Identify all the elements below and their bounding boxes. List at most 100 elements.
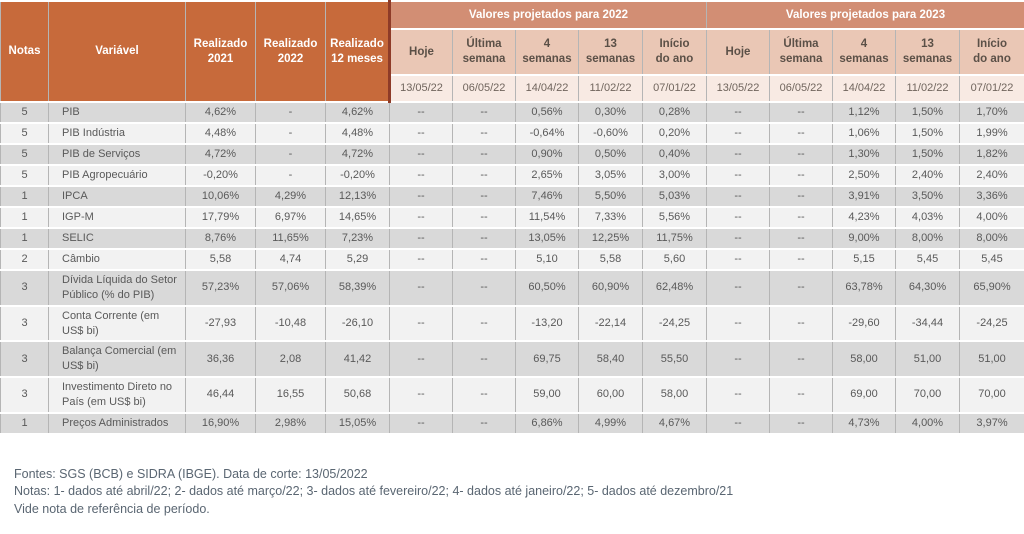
nota-cell: 1	[0, 411, 49, 435]
value-cell: -0,20%	[185, 164, 256, 187]
value-cell: 7,33%	[578, 206, 643, 229]
value-cell: 69,00	[832, 376, 896, 414]
value-cell: 4,62%	[325, 101, 390, 124]
value-cell: --	[452, 164, 516, 187]
value-cell: -	[255, 122, 326, 145]
value-cell: 62,48%	[642, 269, 707, 307]
variavel-cell: Investimento Direto no País (em US$ bi)	[48, 376, 186, 414]
value-cell: 41,42	[325, 340, 390, 379]
col-header-realizado-12m: Realizado 12 meses	[325, 0, 390, 103]
value-cell: --	[452, 206, 516, 229]
value-cell: 5,58	[185, 248, 256, 271]
value-cell: 7,46%	[515, 185, 579, 208]
value-cell: 1,50%	[895, 101, 960, 124]
variavel-cell: IPCA	[48, 185, 186, 208]
value-cell: 70,00	[958, 376, 1024, 414]
value-cell: 1,50%	[895, 143, 960, 166]
value-cell: 57,06%	[255, 269, 326, 307]
value-cell: 0,40%	[642, 143, 707, 166]
table-row: 3 Balança Comercial (em US$ bi) 36,36 2,08 4…	[0, 340, 1024, 379]
value-cell: 10,06%	[185, 185, 256, 208]
value-cell: --	[452, 411, 516, 435]
value-cell: --	[706, 164, 770, 187]
value-cell: 51,00	[895, 340, 960, 379]
variavel-cell: Dívida Líquida do Setor Público (% do PI…	[48, 269, 186, 307]
projections-table: Notas Variável Realizado 2021 Realizado …	[0, 0, 1024, 435]
value-cell: -0,60%	[578, 122, 643, 145]
section-header-2023: Valores projetados para 2023	[705, 0, 1024, 30]
value-cell: --	[769, 143, 833, 166]
value-cell: 5,45	[958, 248, 1024, 271]
value-cell: 0,20%	[642, 122, 707, 145]
value-cell: --	[769, 248, 833, 271]
value-cell: 4,73%	[832, 411, 896, 435]
value-cell: --	[389, 206, 453, 229]
value-cell: --	[769, 164, 833, 187]
value-cell: 14,65%	[325, 206, 390, 229]
value-cell: --	[452, 143, 516, 166]
footer-fontes: Fontes: SGS (BCB) e SIDRA (IBGE). Data d…	[14, 466, 368, 481]
value-cell: -	[255, 164, 326, 187]
value-cell: --	[769, 122, 833, 145]
value-cell: --	[706, 227, 770, 250]
subcol-2022-4-semanas: 4 semanas	[515, 28, 579, 76]
value-cell: 8,00%	[958, 227, 1024, 250]
value-cell: --	[706, 101, 770, 124]
header-row-dates: 13/05/22 06/05/22 14/04/22 11/02/22 07/0…	[1, 74, 1024, 103]
value-cell: 3,50%	[895, 185, 960, 208]
date-2022-4-semanas: 14/04/22	[515, 74, 579, 103]
value-cell: --	[389, 122, 453, 145]
table-header: Notas Variável Realizado 2021 Realizado …	[0, 0, 1024, 103]
variavel-cell: Preços Administrados	[48, 411, 186, 435]
value-cell: 7,23%	[325, 227, 390, 250]
value-cell: --	[769, 269, 833, 307]
table-row: 3 Conta Corrente (em US$ bi) -27,93 -10,48-…	[0, 304, 1024, 343]
value-cell: 12,25%	[578, 227, 643, 250]
value-cell: 5,03%	[642, 185, 707, 208]
value-cell: -29,60	[832, 304, 896, 343]
value-cell: --	[452, 269, 516, 307]
value-cell: 4,48%	[325, 122, 390, 145]
variavel-cell: Câmbio	[48, 248, 186, 271]
value-cell: -22,14	[578, 304, 643, 343]
value-cell: 4,99%	[578, 411, 643, 435]
value-cell: --	[389, 304, 453, 343]
value-cell: --	[769, 376, 833, 414]
footer-notas: Notas: 1- dados até abril/22; 2- dados a…	[14, 484, 734, 499]
value-cell: --	[452, 248, 516, 271]
col-header-notas: Notas	[0, 0, 49, 103]
value-cell: 16,55	[255, 376, 326, 414]
subcol-2022-13-semanas: 13 semanas	[578, 28, 643, 76]
value-cell: 4,67%	[642, 411, 707, 435]
value-cell: 60,90%	[578, 269, 643, 307]
footer-vide: Vide nota de referência de período.	[14, 501, 210, 516]
value-cell: --	[706, 411, 770, 435]
date-2022-hoje: 13/05/22	[388, 74, 453, 103]
value-cell: 5,45	[895, 248, 960, 271]
value-cell: -	[255, 143, 326, 166]
value-cell: 8,00%	[895, 227, 960, 250]
value-cell: 1,70%	[958, 101, 1024, 124]
header-row-subcolumns: Hoje Última semana 4 semanas 13 semanas …	[1, 28, 1024, 76]
table-row: 1 SELIC 8,76% 11,65% 7,23% -- -- 13,05% 12,25% 11…	[0, 227, 1024, 250]
subcol-2022-inicio-do-ano: Início do ano	[642, 28, 707, 76]
value-cell: 64,30%	[895, 269, 960, 307]
value-cell: 5,29	[325, 248, 390, 271]
nota-cell: 3	[0, 304, 49, 343]
value-cell: 50,68	[325, 376, 390, 414]
value-cell: 3,97%	[958, 411, 1024, 435]
value-cell: -34,44	[895, 304, 960, 343]
value-cell: 60,50%	[515, 269, 579, 307]
nota-cell: 2	[0, 248, 49, 271]
value-cell: --	[452, 340, 516, 379]
value-cell: 55,50	[642, 340, 707, 379]
value-cell: --	[706, 304, 770, 343]
value-cell: 3,91%	[832, 185, 896, 208]
value-cell: 65,90%	[958, 269, 1024, 307]
value-cell: 4,29%	[255, 185, 326, 208]
value-cell: --	[706, 143, 770, 166]
value-cell: --	[452, 227, 516, 250]
value-cell: 0,56%	[515, 101, 579, 124]
col-header-realizado-2021: Realizado 2021	[185, 0, 256, 103]
value-cell: --	[706, 122, 770, 145]
